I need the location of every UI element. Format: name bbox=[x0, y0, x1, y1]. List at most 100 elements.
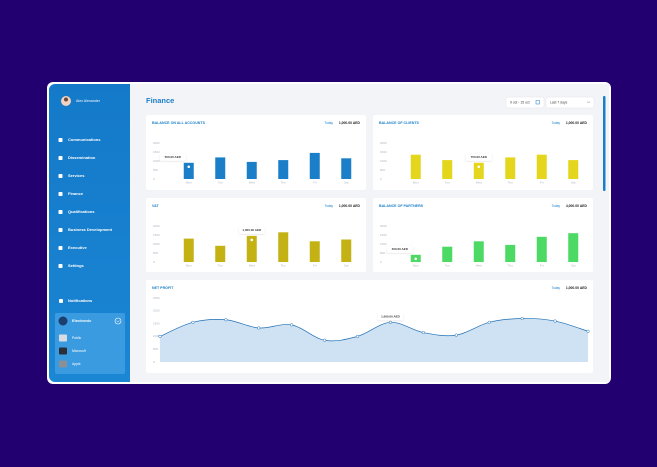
y-tick-label: 2000 bbox=[153, 309, 160, 313]
group-item[interactable]: Public bbox=[72, 336, 82, 340]
x-tick-label: Fri bbox=[313, 263, 317, 267]
notification-group bbox=[55, 313, 125, 374]
menu-icon bbox=[58, 192, 63, 196]
x-tick-label: Fri bbox=[540, 180, 544, 184]
today-label: Today bbox=[324, 204, 333, 208]
period-select[interactable] bbox=[545, 96, 595, 109]
chart-title: NET PROFIT bbox=[152, 286, 174, 290]
y-tick-label: 1000 bbox=[153, 242, 160, 246]
total-value: 1,000.00 AED bbox=[566, 121, 588, 125]
point[interactable] bbox=[586, 329, 590, 333]
bar[interactable] bbox=[536, 154, 547, 179]
scrollbar[interactable] bbox=[603, 96, 606, 191]
tooltip bbox=[238, 226, 265, 234]
bar[interactable] bbox=[309, 152, 320, 179]
y-tick-label: 0 bbox=[380, 260, 382, 264]
period: Last 7 days bbox=[550, 100, 568, 104]
point[interactable] bbox=[224, 318, 228, 322]
total-value: 4,000.00 AED bbox=[566, 204, 588, 208]
chart-title: BALANCE ON ALL ACCOUNTS bbox=[152, 121, 206, 125]
point[interactable] bbox=[553, 319, 557, 323]
menu-item[interactable]: Business Development bbox=[68, 227, 113, 232]
x-tick-label: Wed bbox=[476, 180, 482, 184]
area-fill bbox=[160, 318, 588, 362]
bar[interactable] bbox=[341, 239, 352, 263]
bell-icon bbox=[59, 299, 63, 303]
user-name[interactable]: Alex Alexander bbox=[76, 99, 101, 103]
bar[interactable] bbox=[410, 154, 421, 179]
y-tick-label: 0 bbox=[380, 177, 382, 181]
point[interactable] bbox=[388, 320, 393, 324]
menu-item[interactable]: Executive bbox=[68, 245, 87, 250]
date-picker[interactable] bbox=[505, 96, 545, 109]
bar[interactable] bbox=[215, 245, 226, 262]
y-tick-label: 2000 bbox=[153, 141, 160, 145]
bar[interactable] bbox=[473, 241, 484, 262]
notifications[interactable]: Notifications bbox=[68, 298, 93, 303]
menu-item[interactable]: Qualifications bbox=[68, 209, 95, 214]
chart-title: BALANCE OF CLIENTS bbox=[379, 121, 420, 125]
group-title[interactable]: Electronic bbox=[72, 318, 92, 323]
bar[interactable] bbox=[442, 160, 453, 179]
item-thumb bbox=[59, 347, 67, 355]
bar[interactable] bbox=[183, 238, 194, 262]
menu-item[interactable]: Communications bbox=[68, 137, 101, 142]
menu-item[interactable]: Services bbox=[68, 173, 85, 178]
y-tick-label: 500 bbox=[153, 347, 158, 351]
menu-item[interactable]: Dissemination bbox=[68, 155, 96, 160]
bar[interactable] bbox=[505, 244, 516, 262]
y-tick-label: 1000 bbox=[380, 242, 387, 246]
chart-title: VAT bbox=[152, 204, 159, 208]
highlight-dot bbox=[477, 165, 481, 169]
bar[interactable] bbox=[183, 162, 194, 179]
tooltip-text: 500.00 AED bbox=[165, 155, 182, 159]
x-tick-label: Wed bbox=[249, 180, 255, 184]
point[interactable] bbox=[257, 326, 261, 330]
bar[interactable] bbox=[473, 162, 484, 179]
y-tick-label: 1000 bbox=[153, 159, 160, 163]
bar[interactable] bbox=[505, 157, 516, 179]
collapse-button[interactable] bbox=[114, 317, 122, 325]
y-tick-label: 0 bbox=[153, 260, 155, 264]
point[interactable] bbox=[323, 338, 327, 342]
line bbox=[159, 318, 589, 342]
menu-item[interactable]: Finance bbox=[68, 191, 84, 196]
group-icon bbox=[58, 316, 68, 326]
menu-item[interactable]: Settings bbox=[68, 263, 85, 268]
x-tick-label: Sat bbox=[344, 263, 349, 267]
x-tick-label: Fri bbox=[313, 180, 317, 184]
group-item[interactable]: Apple bbox=[72, 362, 81, 366]
bar[interactable] bbox=[536, 236, 547, 262]
bar[interactable] bbox=[278, 160, 289, 179]
point[interactable] bbox=[290, 323, 294, 327]
bar[interactable] bbox=[442, 246, 453, 262]
point[interactable] bbox=[158, 334, 162, 338]
point[interactable] bbox=[520, 316, 524, 321]
y-tick-label: 1000 bbox=[153, 334, 160, 338]
bar[interactable] bbox=[278, 232, 289, 262]
today-label: Today bbox=[551, 204, 560, 208]
bar[interactable] bbox=[568, 160, 579, 179]
x-tick-label: Wed bbox=[249, 263, 255, 267]
bar[interactable] bbox=[215, 157, 226, 179]
bar[interactable] bbox=[568, 233, 579, 262]
bar[interactable] bbox=[309, 241, 320, 262]
x-tick-label: Mon bbox=[186, 180, 192, 184]
menu-icon bbox=[58, 210, 63, 214]
bar[interactable] bbox=[246, 235, 257, 262]
bar[interactable] bbox=[341, 158, 352, 179]
point[interactable] bbox=[421, 331, 425, 335]
calendar-icon bbox=[535, 100, 540, 105]
y-tick-label: 2500 bbox=[153, 296, 160, 300]
highlight-dot bbox=[187, 165, 191, 169]
y-tick-label: 1500 bbox=[380, 150, 387, 154]
point[interactable] bbox=[454, 333, 458, 337]
group-item[interactable]: Microsoft bbox=[72, 349, 86, 353]
point[interactable] bbox=[487, 320, 491, 324]
point[interactable] bbox=[355, 334, 360, 338]
bar[interactable] bbox=[246, 161, 257, 179]
x-tick-label: Thu bbox=[508, 263, 514, 267]
point[interactable] bbox=[191, 320, 195, 324]
highlight-dot bbox=[250, 238, 254, 242]
